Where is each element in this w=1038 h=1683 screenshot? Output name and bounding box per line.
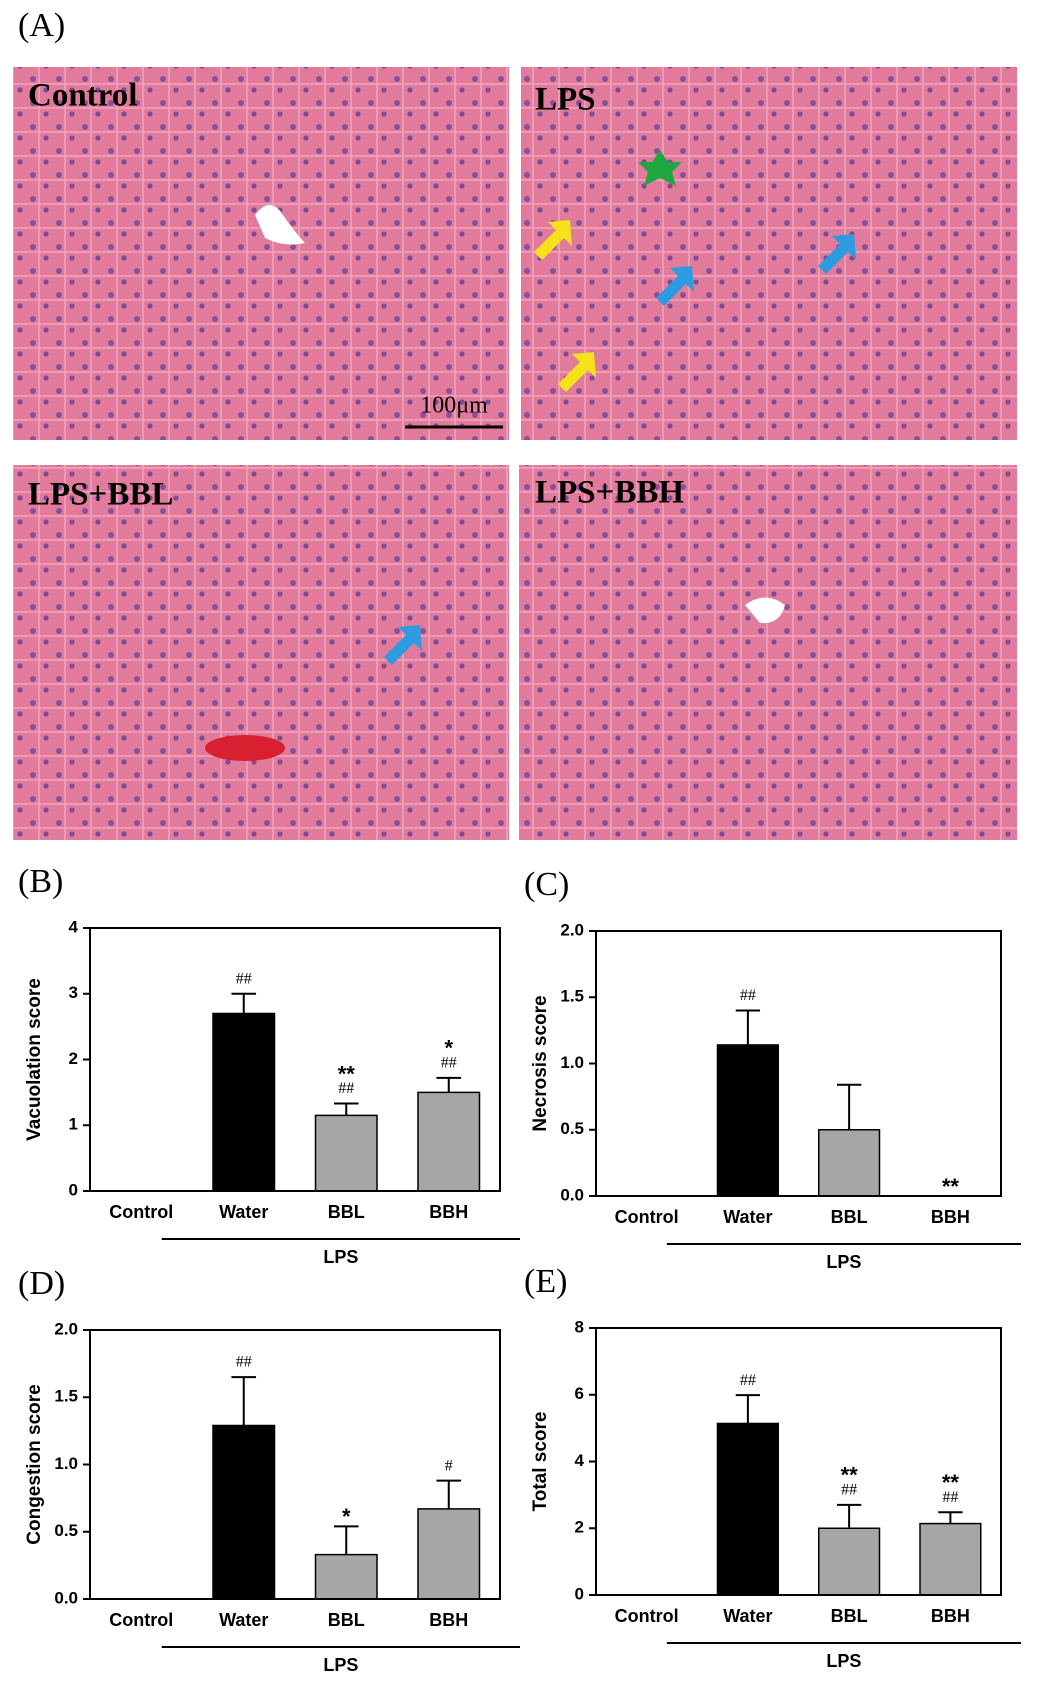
- x-tick-label: BBH: [931, 1606, 970, 1626]
- x-tick-label: BBL: [831, 1606, 868, 1626]
- significance-label: **: [841, 1463, 859, 1488]
- image-label: LPS: [535, 82, 596, 118]
- x-tick-label: Control: [109, 1202, 173, 1222]
- y-tick-label: 8: [575, 1317, 584, 1336]
- y-axis-label: Vacuolation score: [24, 978, 45, 1141]
- x-tick-label: BBL: [328, 1610, 365, 1630]
- significance-label: ##: [236, 970, 252, 987]
- plot-frame: [89, 927, 501, 1192]
- bar: [818, 1129, 881, 1197]
- image-label: Control: [28, 78, 137, 114]
- significance-label: ##: [740, 1372, 756, 1389]
- panel-label: (A): [18, 7, 65, 44]
- x-tick-label: Water: [219, 1610, 268, 1630]
- plot-frame: [595, 1327, 1002, 1596]
- bar: [716, 1422, 779, 1596]
- histology-image: [521, 67, 1017, 440]
- bar: [314, 1553, 378, 1600]
- x-tick-label: BBH: [429, 1202, 468, 1222]
- y-axis-label: Necrosis score: [530, 995, 551, 1131]
- y-tick-label: 2.0: [54, 1319, 78, 1338]
- y-tick-label: 6: [575, 1384, 584, 1403]
- y-axis-label: Congestion score: [24, 1384, 45, 1544]
- image-label: LPS+BBL: [28, 477, 173, 513]
- image-label: LPS+BBH: [535, 475, 684, 511]
- vessel: [255, 205, 305, 245]
- y-tick-label: 0.0: [560, 1185, 584, 1204]
- x-tick-label: BBH: [931, 1207, 970, 1227]
- bar: [818, 1527, 881, 1596]
- x-tick-label: Control: [615, 1606, 679, 1626]
- significance-label: *: [342, 1504, 351, 1529]
- y-tick-label: 4: [69, 917, 79, 936]
- group-label: LPS: [826, 1651, 861, 1671]
- panel-label: (D): [18, 1265, 65, 1302]
- bar: [212, 1424, 276, 1600]
- panel-label: (C): [524, 866, 569, 903]
- panel-label: (B): [18, 863, 63, 900]
- y-tick-label: 4: [575, 1451, 585, 1470]
- significance-label: ##: [740, 987, 756, 1004]
- scale-bar-label: 100μm: [420, 393, 488, 419]
- significance-label: #: [445, 1457, 453, 1474]
- y-tick-label: 2: [575, 1518, 584, 1537]
- significance-label: *: [444, 1036, 453, 1061]
- significance-label: ##: [841, 1482, 857, 1499]
- bar: [716, 1044, 779, 1197]
- x-tick-label: Control: [109, 1610, 173, 1630]
- star-marker: [638, 150, 682, 186]
- bar: [417, 1091, 481, 1192]
- plot-frame: [89, 1329, 501, 1600]
- congestion: [205, 735, 285, 761]
- bar: [314, 1114, 378, 1192]
- significance-label: **: [942, 1470, 960, 1495]
- x-tick-label: BBL: [328, 1202, 365, 1222]
- y-tick-label: 2: [69, 1049, 78, 1068]
- bar: [212, 1012, 276, 1192]
- x-tick-label: Water: [723, 1606, 772, 1626]
- y-tick-label: 3: [69, 983, 78, 1002]
- histology-image: [519, 465, 1017, 840]
- y-tick-label: 0: [575, 1584, 584, 1603]
- x-tick-label: Water: [723, 1207, 772, 1227]
- vessel: [745, 597, 785, 624]
- panel-label: (E): [524, 1263, 567, 1300]
- group-label: LPS: [826, 1252, 861, 1272]
- y-tick-label: 0: [69, 1180, 78, 1199]
- significance-label: ##: [236, 1354, 252, 1371]
- y-tick-label: 0.0: [54, 1588, 78, 1607]
- x-tick-label: Water: [219, 1202, 268, 1222]
- y-axis-label: Total score: [530, 1412, 551, 1512]
- significance-label: **: [338, 1061, 356, 1086]
- significance-label: ##: [942, 1489, 958, 1506]
- histology-image: [13, 67, 509, 440]
- x-tick-label: BBH: [429, 1610, 468, 1630]
- x-tick-label: Control: [615, 1207, 679, 1227]
- y-tick-label: 1.5: [560, 987, 584, 1006]
- y-tick-label: 1.0: [54, 1454, 78, 1473]
- significance-label: **: [942, 1174, 960, 1199]
- plot-frame: [595, 930, 1002, 1197]
- group-label: LPS: [323, 1247, 358, 1267]
- y-tick-label: 2.0: [560, 920, 584, 939]
- significance-label: ##: [338, 1080, 354, 1097]
- x-tick-label: BBL: [831, 1207, 868, 1227]
- blue-arrows: [384, 234, 856, 665]
- y-tick-label: 1.0: [560, 1053, 584, 1072]
- bar: [417, 1508, 481, 1600]
- y-tick-label: 1: [69, 1115, 78, 1134]
- y-tick-label: 0.5: [54, 1521, 78, 1540]
- yellow-arrows: [534, 220, 596, 392]
- significance-label: ##: [441, 1055, 457, 1072]
- y-tick-label: 0.5: [560, 1119, 584, 1138]
- histology-image: [13, 465, 509, 840]
- y-tick-label: 1.5: [54, 1387, 78, 1406]
- bar: [919, 1522, 982, 1596]
- group-label: LPS: [323, 1655, 358, 1675]
